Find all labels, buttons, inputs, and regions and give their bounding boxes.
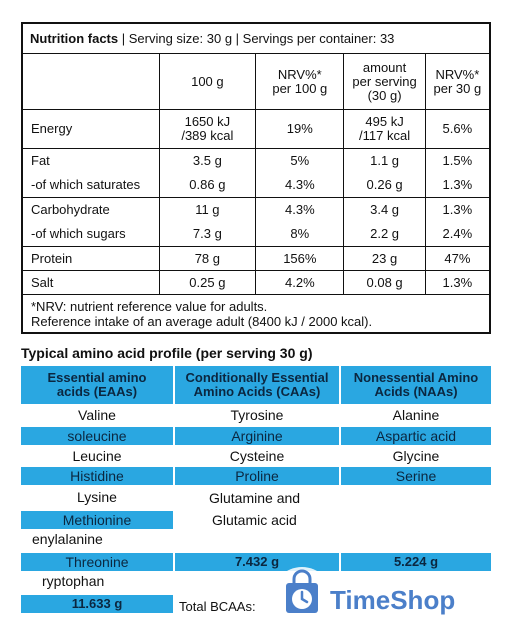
header-cell: NRV%* per 100 g [255,54,345,110]
shopping-bag-clock-icon [286,569,318,613]
cell: 0.86 g [158,173,257,198]
header-naa: Nonessential Amino Acids (NAAs) [341,366,491,404]
watermark-badge [272,567,332,627]
cell: 495 kJ /117 kcal [343,109,426,149]
cell: 0.08 g [343,270,426,295]
cell: 78 g [158,246,257,271]
cell: 3.5 g [158,148,257,173]
cell: 47% [424,246,489,271]
header-cell: amount per serving (30 g) [343,54,426,110]
row-label: -of which sugars [23,222,160,247]
table-header-row: 100 g NRV%* per 100 g amount per serving… [23,54,489,110]
eaa-item: Histidine [21,467,173,485]
eaa-item: ryptophan [42,573,105,589]
nutrition-title: Nutrition facts | Serving size: 30 g | S… [23,24,489,54]
cell: 8% [255,222,345,247]
naa-item: Serine [341,467,491,485]
row-label: Carbohydrate [23,197,160,222]
table-row: Energy 1650 kJ /389 kcal 19% 495 kJ /117… [23,109,489,149]
naa-item: Glycine [392,448,440,464]
caa-item: Glutamic acid [212,512,297,528]
cell: 4.3% [255,197,345,222]
cell: 1.5% [424,148,489,173]
header-cell: NRV%* per 30 g [424,54,489,110]
caa-item: Arginine [175,427,339,445]
cell: 0.26 g [343,173,426,198]
header-cell: 100 g [158,54,257,110]
nutrition-title-bold: Nutrition facts [30,31,119,46]
header-cell [23,54,160,110]
row-label: Fat [23,148,160,173]
eaa-item: Methionine [21,511,173,529]
caa-total: 7.432 g [175,553,339,571]
row-label: Salt [23,270,160,295]
watermark-text: TimeShop [330,585,456,615]
cell: 1.3% [424,270,489,295]
bcaa-label: Total BCAAs: [179,599,256,614]
eaa-item: soleucine [21,427,173,445]
row-label: Protein [23,246,160,271]
footnote-reference: Reference intake of an average adult (84… [31,314,373,329]
cell: 5% [255,148,345,173]
table-row: Protein 78 g 156% 23 g 47% [23,246,489,271]
cell: 5.6% [424,109,489,149]
header-caa: Conditionally Essential Amino Acids (CAA… [175,366,339,404]
cell: 1.3% [424,173,489,198]
table-row: -of which sugars 7.3 g 8% 2.2 g 2.4% [23,222,489,247]
eaa-item: Valine [78,407,116,423]
nutrition-facts-table: Nutrition facts | Serving size: 30 g | S… [21,22,491,334]
cell: 2.4% [424,222,489,247]
cell: 2.2 g [343,222,426,247]
naa-item: Alanine [392,407,440,423]
table-row: Salt 0.25 g 4.2% 0.08 g 1.3% [23,270,489,295]
nutrition-grid: 100 g NRV%* per 100 g amount per serving… [23,54,489,295]
naa-item: Aspartic acid [341,427,491,445]
footnote-nrv: *NRV: nutrient reference value for adult… [31,299,268,314]
eaa-item: enylalanine [32,531,103,547]
footnote: *NRV: nutrient reference value for adult… [23,295,489,329]
header-eaa: Essential amino acids (EAAs) [21,366,173,404]
cell: 0.25 g [158,270,257,295]
amino-profile-title: Typical amino acid profile (per serving … [21,345,313,361]
cell: 156% [255,246,345,271]
eaa-item: Leucine [72,448,122,464]
cell: 1.1 g [343,148,426,173]
row-label: Energy [23,109,160,149]
caa-item: Proline [175,467,339,485]
cell: 11 g [158,197,257,222]
caa-item: Tyrosine [230,407,284,423]
table-row: -of which saturates 0.86 g 4.3% 0.26 g 1… [23,173,489,198]
cell: 4.3% [255,173,345,198]
cell: 3.4 g [343,197,426,222]
nutrition-title-rest: | Serving size: 30 g | Servings per cont… [118,31,395,46]
cell: 1.3% [424,197,489,222]
caa-item: Glutamine and [209,490,301,506]
eaa-item: Threonine [21,553,173,571]
cell: 4.2% [255,270,345,295]
cell: 19% [255,109,345,149]
naa-total: 5.224 g [341,553,491,571]
table-row: Fat 3.5 g 5% 1.1 g 1.5% [23,148,489,173]
caa-item: Cysteine [229,448,285,464]
cell: 23 g [343,246,426,271]
table-row: Carbohydrate 11 g 4.3% 3.4 g 1.3% [23,197,489,222]
cell: 7.3 g [158,222,257,247]
cell: 1650 kJ /389 kcal [158,109,257,149]
row-label: -of which saturates [23,173,160,198]
eaa-item: Lysine [77,489,117,505]
eaa-total: 11.633 g [21,595,173,613]
